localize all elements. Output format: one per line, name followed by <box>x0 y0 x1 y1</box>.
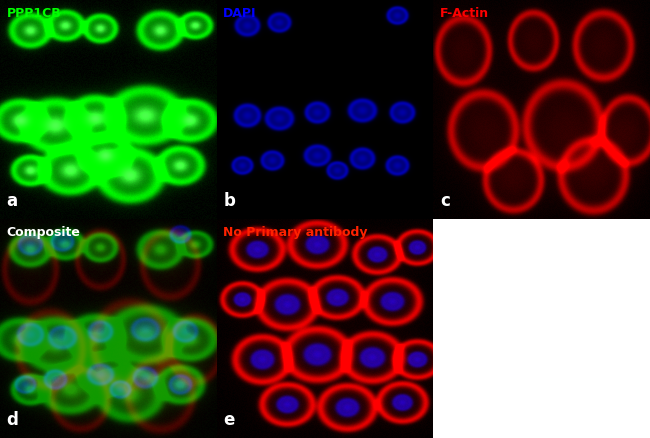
Text: F-Actin: F-Actin <box>440 7 489 20</box>
Text: d: d <box>6 411 18 429</box>
Text: DAPI: DAPI <box>223 7 257 20</box>
Text: a: a <box>6 192 18 210</box>
Text: No Primary antibody: No Primary antibody <box>223 226 368 239</box>
Text: e: e <box>223 411 235 429</box>
Text: PPP1CB: PPP1CB <box>6 7 61 20</box>
Text: c: c <box>440 192 450 210</box>
Text: Composite: Composite <box>6 226 81 239</box>
Text: b: b <box>223 192 235 210</box>
